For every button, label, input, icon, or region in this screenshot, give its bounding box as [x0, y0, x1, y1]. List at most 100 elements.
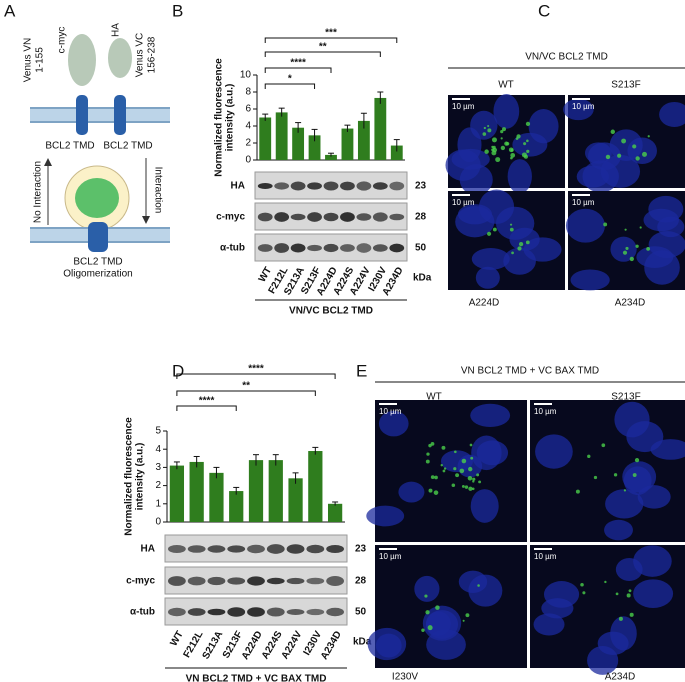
- blot-unit: kDa: [353, 637, 372, 648]
- panel-label: E: [356, 361, 367, 380]
- scale-bar-label: 10 µm: [572, 102, 595, 111]
- nucleus: [570, 269, 610, 291]
- blot-band: [307, 182, 322, 190]
- nucleus: [614, 401, 650, 438]
- nucleus: [366, 505, 405, 527]
- nucleus: [633, 545, 672, 577]
- construct-label: 156-238: [147, 36, 158, 73]
- signal: [491, 150, 497, 156]
- signal: [605, 154, 611, 160]
- blot-band: [227, 577, 246, 585]
- signal: [425, 459, 430, 464]
- nucleus: [637, 485, 671, 509]
- nucleus: [610, 236, 637, 262]
- signal: [626, 593, 631, 598]
- blot-band: [356, 243, 372, 253]
- y-axis-label: intensity (a.u.): [135, 443, 146, 511]
- blot-band: [290, 243, 306, 253]
- blot-band: [286, 544, 305, 554]
- condition-label: A234D: [605, 672, 636, 682]
- signal: [487, 125, 490, 128]
- blot-band: [274, 243, 290, 253]
- blot-band: [207, 545, 226, 553]
- blot-band: [207, 576, 226, 586]
- signal: [476, 473, 480, 477]
- nucleus: [535, 434, 573, 469]
- signal: [629, 256, 634, 262]
- blot-label: HA: [141, 544, 155, 555]
- signal: [639, 226, 642, 229]
- blot-size: 50: [415, 243, 427, 254]
- bar: [341, 128, 354, 160]
- scale-bar-label: 10 µm: [379, 407, 402, 416]
- blot-band: [247, 576, 265, 586]
- blot-band: [207, 608, 226, 616]
- signal: [468, 486, 473, 491]
- construct-label: HA: [111, 23, 122, 37]
- signal: [642, 151, 647, 157]
- y-axis-label: Normalized fluorescence: [214, 58, 225, 177]
- signal: [526, 139, 529, 143]
- signal: [613, 473, 618, 477]
- signal: [621, 138, 627, 144]
- signal: [465, 613, 470, 618]
- bar: [327, 503, 343, 522]
- bar: [268, 460, 283, 522]
- nucleus: [605, 489, 644, 519]
- significance-label: ****: [290, 58, 306, 69]
- signal: [443, 467, 447, 470]
- nucleus: [398, 481, 425, 503]
- y-axis-label: intensity (a.u.): [225, 84, 236, 152]
- blot-band: [389, 181, 405, 191]
- signal: [435, 605, 440, 610]
- nucleus: [470, 110, 498, 140]
- nucleus: [604, 519, 633, 541]
- blot-band: [326, 544, 345, 554]
- signal: [505, 142, 510, 146]
- signal: [483, 126, 486, 130]
- y-tick-label: 4: [245, 121, 251, 132]
- blot-band: [266, 577, 285, 585]
- bar: [275, 112, 288, 160]
- signal: [500, 145, 506, 151]
- nucleus: [470, 403, 511, 428]
- blot-size: 23: [415, 181, 427, 192]
- blot-band: [323, 243, 339, 253]
- blot-band: [372, 212, 388, 222]
- signal: [441, 445, 446, 450]
- condition-label: S213F: [611, 80, 640, 91]
- blot-band: [286, 608, 305, 616]
- signal: [492, 145, 496, 150]
- bar: [248, 460, 264, 522]
- bar: [325, 154, 337, 160]
- significance-bracket: [264, 83, 316, 89]
- signal: [484, 149, 489, 154]
- blot-band: [307, 212, 322, 222]
- blot-label: HA: [231, 181, 245, 192]
- signal: [587, 454, 591, 459]
- nucleus: [475, 266, 500, 289]
- scale-bar-label: 10 µm: [452, 198, 475, 207]
- blot-band: [389, 213, 405, 221]
- signal: [421, 628, 425, 632]
- signal: [511, 251, 514, 255]
- blot-band: [274, 182, 290, 190]
- signal: [428, 488, 433, 493]
- significance-bracket: [176, 390, 316, 396]
- blot-size: 28: [415, 212, 427, 223]
- y-tick-label: 0: [155, 517, 161, 528]
- blot-band: [340, 181, 355, 191]
- signal: [647, 135, 650, 138]
- nucleus: [378, 410, 409, 437]
- y-tick-label: 2: [155, 480, 161, 491]
- bar: [169, 465, 185, 522]
- caption: VN/VC BCL2 TMD: [289, 306, 373, 317]
- bar: [390, 145, 403, 160]
- y-tick-label: 6: [245, 104, 251, 115]
- micrograph: [530, 400, 685, 542]
- signal: [646, 246, 651, 251]
- construct-label: 1-155: [35, 47, 46, 73]
- signal: [624, 228, 627, 231]
- blot-band: [167, 544, 186, 554]
- panel-label: D: [172, 361, 184, 380]
